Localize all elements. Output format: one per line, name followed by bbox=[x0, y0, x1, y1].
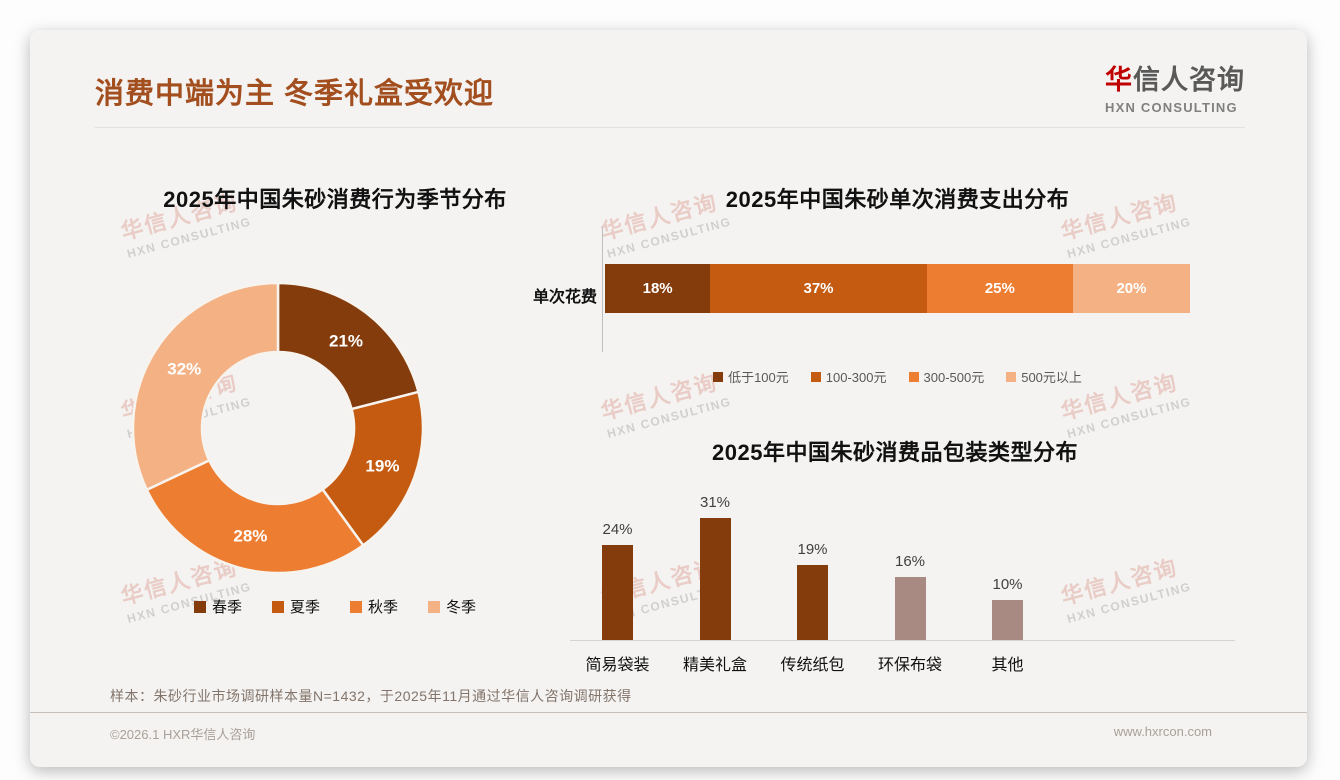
donut-value-label: 19% bbox=[365, 457, 399, 476]
donut-legend: 春季 夏季 秋季 冬季 bbox=[105, 596, 565, 617]
bar-category-label: 传统纸包 bbox=[780, 657, 845, 674]
donut-value-label: 28% bbox=[233, 527, 267, 546]
legend-item: 春季 bbox=[193, 596, 242, 617]
legend-swatch bbox=[1006, 371, 1017, 382]
stacked-value-label: 18% bbox=[642, 280, 673, 297]
logo-english-text: HXN CONSULTING bbox=[1105, 100, 1238, 115]
stacked-value-label: 20% bbox=[1116, 280, 1147, 297]
legend-label: 春季 bbox=[211, 599, 242, 616]
company-logo: 华信人咨询 HXN CONSULTING bbox=[1105, 58, 1245, 115]
legend-swatch bbox=[428, 600, 441, 613]
donut-value-label: 21% bbox=[329, 331, 363, 350]
bar-环保布袋 bbox=[894, 577, 926, 640]
stacked-axis-line bbox=[602, 227, 603, 352]
bar-value-label: 16% bbox=[894, 553, 926, 570]
slide-card: 华信人咨询 HXN CONSULTING 华信人咨询 HXN CONSULTING 华信… bbox=[30, 30, 1307, 767]
donut-segment-秋季 bbox=[145, 459, 365, 575]
bar-chart-title: 2025年中国朱砂消费品包装类型分布 bbox=[712, 440, 1078, 465]
legend-item: 100-300元 bbox=[810, 367, 887, 386]
legend-label: 夏季 bbox=[289, 599, 320, 616]
legend-item: 500元以上 bbox=[1006, 367, 1082, 386]
legend-swatch bbox=[350, 600, 362, 613]
legend-swatch bbox=[193, 600, 206, 613]
legend-swatch bbox=[810, 371, 821, 382]
bar-简易袋装 bbox=[602, 545, 633, 640]
donut-segment-冬季 bbox=[131, 281, 280, 491]
legend-swatch bbox=[908, 371, 919, 382]
logo-chinese-text: 华信人咨询 bbox=[1105, 58, 1245, 97]
legend-label: 300-500元 bbox=[923, 370, 985, 385]
stacked-segment-低于100元: 18% bbox=[605, 264, 711, 313]
legend-label: 低于100元 bbox=[728, 370, 789, 385]
donut-chart-title: 2025年中国朱砂消费行为季节分布 bbox=[163, 187, 507, 212]
bar-category-label: 简易袋装 bbox=[585, 657, 650, 674]
stacked-segment-100-300元: 37% bbox=[710, 264, 927, 313]
copyright-text: ©2026.1 HXR华信人咨询 bbox=[110, 727, 256, 742]
donut-segment-夏季 bbox=[321, 390, 425, 547]
bar-其他 bbox=[992, 600, 1023, 640]
legend-item: 低于100元 bbox=[713, 367, 789, 386]
website-url: www.hxrcon.com bbox=[1113, 724, 1212, 739]
logo-red-char: 华 bbox=[1105, 65, 1133, 95]
donut-segment-春季 bbox=[276, 281, 420, 411]
legend-label: 冬季 bbox=[446, 599, 477, 616]
bar-value-label: 19% bbox=[797, 541, 828, 558]
bar-value-label: 31% bbox=[699, 494, 731, 511]
bar-value-label: 24% bbox=[602, 521, 633, 538]
bar-精美礼盒 bbox=[699, 518, 731, 640]
legend-item: 300-500元 bbox=[908, 367, 985, 386]
bar-chart-baseline bbox=[570, 640, 1235, 641]
stacked-segment-300-500元: 25% bbox=[926, 264, 1073, 313]
legend-label: 秋季 bbox=[368, 599, 399, 616]
logo-gray-chars: 信人咨询 bbox=[1133, 65, 1245, 95]
donut-chart: 21% 19% 28% 32% bbox=[131, 281, 425, 575]
stacked-bar: 18% 37% 25% 20% bbox=[605, 264, 1190, 313]
legend-swatch bbox=[713, 371, 724, 382]
stacked-value-label: 37% bbox=[803, 280, 834, 297]
stacked-legend: 低于100元 100-300元 300-500元 500元以上 bbox=[605, 367, 1190, 386]
legend-label: 500元以上 bbox=[1021, 370, 1082, 385]
legend-item: 夏季 bbox=[271, 596, 320, 617]
legend-item: 冬季 bbox=[428, 596, 476, 617]
bar-传统纸包 bbox=[797, 565, 828, 640]
sample-footnote: 样本：朱砂行业市场调研样本量N=1432，于2025年11月通过华信人咨询调研获… bbox=[110, 688, 632, 704]
legend-item: 秋季 bbox=[350, 596, 398, 617]
donut-value-label: 32% bbox=[167, 360, 201, 379]
stacked-chart-title: 2025年中国朱砂单次消费支出分布 bbox=[725, 187, 1070, 212]
legend-swatch bbox=[271, 600, 284, 613]
stacked-row-label: 单次花费 bbox=[532, 289, 597, 306]
bar-category-label: 其他 bbox=[991, 657, 1024, 674]
bar-chart: 24% 简易袋装 31% 精美礼盒 19% 传统纸包 16% 环保布袋 10% 其他 bbox=[570, 485, 1235, 715]
stacked-value-label: 25% bbox=[984, 280, 1015, 297]
header-divider bbox=[95, 127, 1245, 128]
bar-category-label: 精美礼盒 bbox=[682, 657, 747, 674]
legend-label: 100-300元 bbox=[825, 370, 887, 385]
bar-category-label: 环保布袋 bbox=[877, 657, 942, 674]
page-title: 消费中端为主 冬季礼盒受欢迎 bbox=[95, 78, 495, 110]
footer-divider bbox=[30, 712, 1307, 713]
stacked-segment-500元以上: 20% bbox=[1072, 264, 1190, 313]
bar-value-label: 10% bbox=[992, 576, 1023, 593]
